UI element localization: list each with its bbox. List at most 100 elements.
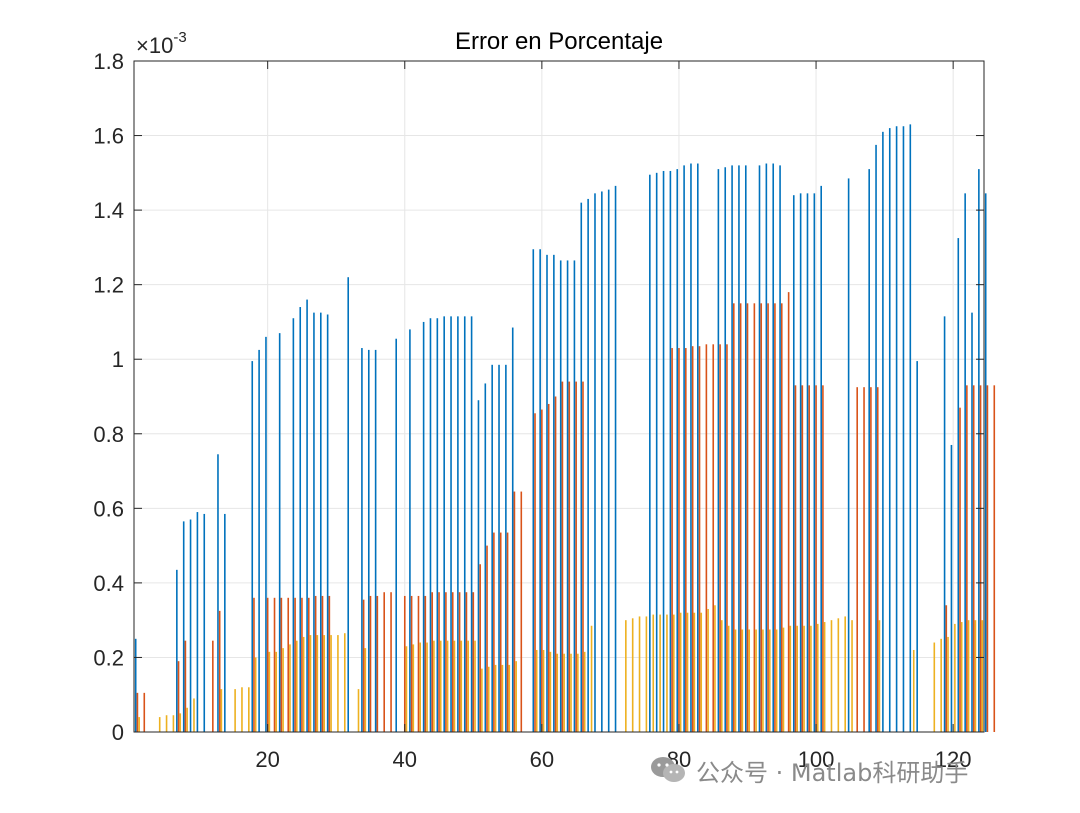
bar-series-3 <box>179 713 182 732</box>
bar-series-2 <box>794 385 797 732</box>
bar-series-2 <box>541 409 543 732</box>
bar-series-3 <box>220 689 223 732</box>
bar-series-3 <box>487 666 490 732</box>
bar-series-1 <box>251 361 254 732</box>
bar-series-2 <box>787 292 790 732</box>
bar-series-3 <box>830 620 833 732</box>
bar-series-1 <box>587 198 589 732</box>
bar-series-2 <box>760 303 763 732</box>
bar-series-2 <box>294 597 296 732</box>
watermark-text: 公众号 · Matlab科研助手 <box>696 758 969 787</box>
bar-series-2 <box>753 303 756 732</box>
bar-series-3 <box>912 649 915 732</box>
bar-series-3 <box>686 612 689 732</box>
bar-series-1 <box>553 254 555 732</box>
bar-series-3 <box>590 625 593 732</box>
bar-series-1 <box>614 185 617 732</box>
bar-series-3 <box>323 635 326 732</box>
bar-series-3 <box>563 653 565 732</box>
bar-series-1 <box>429 318 432 732</box>
ticks-layer <box>134 60 984 733</box>
bar-series-2 <box>212 640 214 732</box>
bar-series-2 <box>280 597 283 732</box>
bar-series-2 <box>966 385 968 732</box>
bar-series-3 <box>666 614 668 732</box>
bar-series-3 <box>460 640 463 732</box>
y-tick-label: 1.6 <box>93 124 124 149</box>
bar-series-1 <box>326 314 329 732</box>
bar-series-1 <box>916 361 918 732</box>
bar-series-2 <box>472 592 475 732</box>
bar-series-3 <box>248 687 250 732</box>
bar-series-1 <box>559 260 562 732</box>
bar-series-2 <box>369 595 372 732</box>
bar-series-1 <box>984 193 987 733</box>
bar-series-1 <box>779 165 781 732</box>
bar-series-1 <box>491 364 493 732</box>
bar-series-3 <box>254 657 257 732</box>
bar-series-2 <box>177 661 180 732</box>
x-tick-label: 60 <box>530 747 554 772</box>
bar-series-3 <box>714 605 716 732</box>
bar-series-3 <box>193 698 195 732</box>
bar-series-3 <box>981 620 984 732</box>
bar-series-2 <box>746 303 749 732</box>
bar-series-3 <box>727 625 730 732</box>
bar-series-2 <box>493 532 495 732</box>
bar-series-1 <box>176 569 178 732</box>
bar-series-2 <box>376 595 379 732</box>
bar-series-1 <box>607 189 610 733</box>
bar-series-1 <box>847 178 850 733</box>
bar-series-2 <box>870 387 872 732</box>
bar-series-3 <box>851 620 853 732</box>
bar-series-3 <box>775 629 778 732</box>
bar-series-1 <box>457 316 459 732</box>
bar-series-2 <box>815 385 817 732</box>
bar-series-1 <box>738 165 740 732</box>
bar-series-2 <box>410 595 413 732</box>
bar-series-2 <box>705 344 708 732</box>
bar-series-3 <box>433 640 435 732</box>
bar-series-2 <box>390 592 392 732</box>
bar-series-3 <box>974 620 977 732</box>
bar-series-1 <box>971 312 973 733</box>
bar-series-2 <box>253 597 255 732</box>
bar-series-1 <box>806 193 809 733</box>
bar-series-3 <box>165 715 168 732</box>
bar-series-3 <box>810 625 812 732</box>
bar-series-1 <box>772 163 775 732</box>
bar-series-2 <box>513 491 516 732</box>
bar-series-3 <box>268 651 271 732</box>
bar-series-3 <box>289 644 291 732</box>
bar-series-2 <box>383 592 385 732</box>
bar-series-1 <box>799 193 802 733</box>
bar-series-2 <box>822 385 824 732</box>
bar-series-3 <box>364 648 367 733</box>
bar-series-2 <box>698 346 701 732</box>
bar-series-3 <box>816 623 819 732</box>
y-tick-label: 0 <box>112 720 124 745</box>
bar-series-1 <box>306 299 308 732</box>
bar-series-2 <box>301 597 303 732</box>
bar-series-3 <box>741 629 744 732</box>
bar-series-2 <box>719 344 721 732</box>
bar-series-3 <box>275 651 278 732</box>
bar-series-3 <box>762 629 764 732</box>
bar-series-1 <box>957 238 960 732</box>
bar-series-2 <box>554 396 557 732</box>
bar-series-2 <box>266 597 269 732</box>
bar-series-1 <box>498 364 500 732</box>
bar-series-1 <box>683 165 685 732</box>
bar-series-3 <box>583 651 586 732</box>
y-tick-label: 1.4 <box>93 198 124 223</box>
bar-series-3 <box>878 620 881 732</box>
bar-series-1 <box>943 316 946 732</box>
bar-series-2 <box>979 385 982 732</box>
bar-series-1 <box>580 202 583 732</box>
bar-series-3 <box>357 689 360 732</box>
bar-series-2 <box>479 564 481 732</box>
bar-series-2 <box>863 387 865 732</box>
x-tick-label: 20 <box>255 747 279 772</box>
bar-series-2 <box>314 595 317 732</box>
bar-series-3 <box>933 642 936 732</box>
